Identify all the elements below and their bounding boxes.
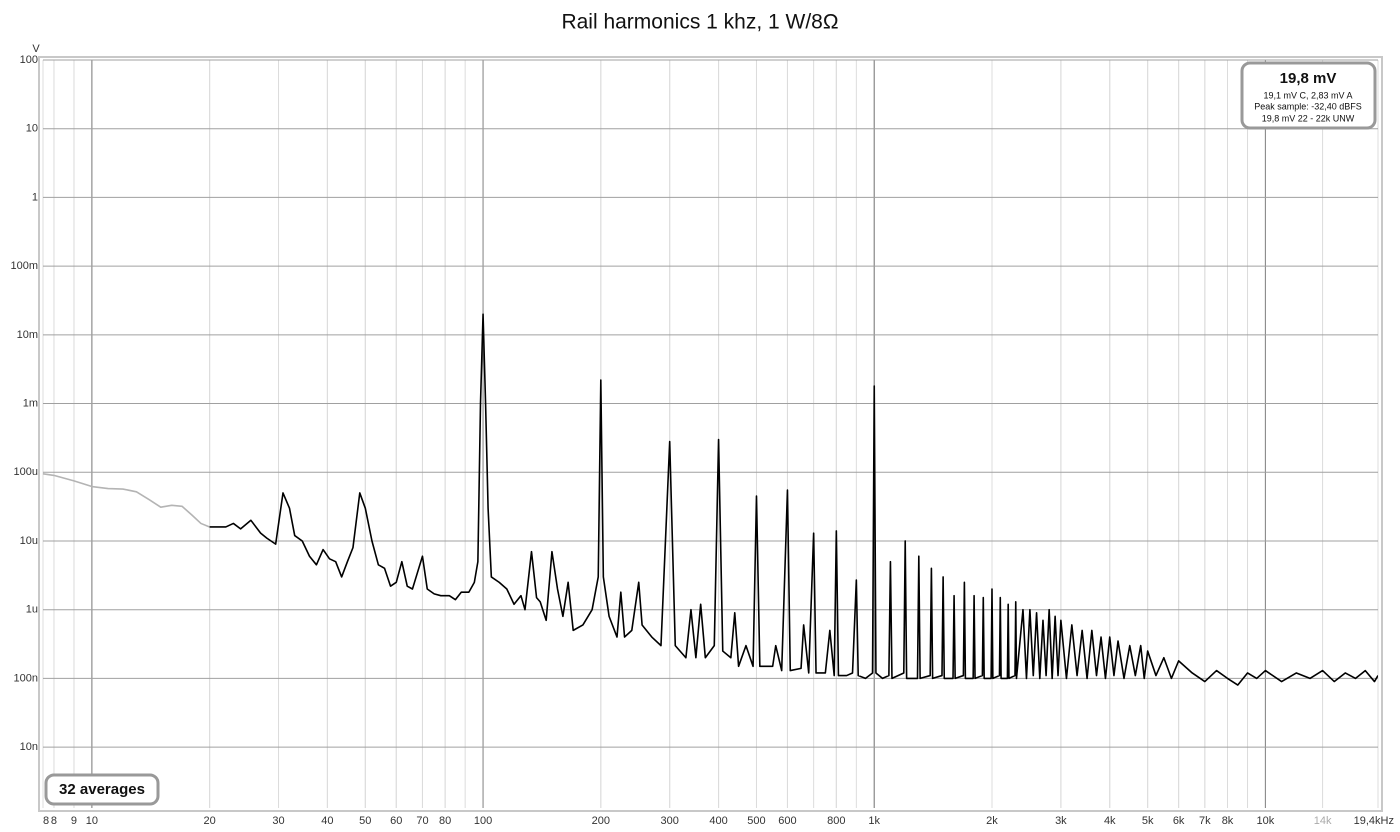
x-tick-label: 10 [86, 815, 98, 827]
y-tick-label: 1u [26, 604, 38, 616]
averages-frame [44, 773, 160, 806]
info-headline: 19,8 mV [1280, 70, 1337, 87]
y-tick-label: 1m [23, 397, 38, 409]
x-tick-label: 20 [204, 815, 216, 827]
info-line: Peak sample: -32,40 dBFS [1254, 101, 1362, 111]
y-tick-label: 1 [32, 191, 38, 203]
traces [43, 313, 1378, 686]
info-frame [1240, 61, 1377, 130]
y-tick-label: 100 [20, 54, 38, 66]
x-tick-label: 30 [272, 815, 284, 827]
y-tick-label: 100m [10, 260, 38, 272]
y-unit: V [32, 43, 40, 55]
y-tick-label: 10m [17, 329, 38, 341]
x-tick-label: 70 [416, 815, 428, 827]
y-tick-label: 10 [26, 123, 38, 135]
x-tick-label: 5k [1142, 815, 1154, 827]
x-tick-label: 800 [827, 815, 845, 827]
y-tick-label: 10u [20, 535, 38, 547]
x-tick-label: 8 [43, 815, 49, 827]
grid [42, 59, 1379, 808]
averages-label: 32 averages [59, 781, 145, 798]
x-tick-label: 400 [709, 815, 727, 827]
x-tick-label: 7k [1199, 815, 1211, 827]
spectrum-trace [43, 473, 210, 528]
x-tick-label: 3k [1055, 815, 1067, 827]
y-tick-label: 100u [14, 466, 38, 478]
spectrum-trace [209, 313, 1378, 686]
x-tick-label: 100 [474, 815, 492, 827]
x-tick-label: 1k [868, 815, 880, 827]
averages-box: 32 averages [44, 773, 160, 806]
x-tick-label: 40 [321, 815, 333, 827]
info-line: 19,1 mV C, 2,83 mV A [1263, 90, 1352, 100]
labels: 8 8 9 10 20 30 40 50 60 70 80 100 200 300 400 500 600 800… [10, 54, 1394, 827]
x-tick-label: 50 [359, 815, 371, 827]
info-line: 19,8 mV 22 - 22k UNW [1262, 113, 1355, 123]
x-tick-label: 19,4kHz [1354, 815, 1394, 827]
x-tick-label: 600 [778, 815, 796, 827]
info-box: 19,8 mV 19,1 mV C, 2,83 mV A Peak sample… [1240, 61, 1377, 130]
x-tick-label: 8k [1222, 815, 1234, 827]
x-tick-label: 10k [1257, 815, 1275, 827]
x-tick-label: 500 [747, 815, 765, 827]
y-tick-label: 10n [20, 741, 38, 753]
x-tick-label: 200 [592, 815, 610, 827]
chart-title: Rail harmonics 1 khz, 1 W/8Ω [561, 11, 838, 34]
x-tick-label: 60 [390, 815, 402, 827]
x-tick-label: 300 [661, 815, 679, 827]
plot-frame [38, 56, 1383, 812]
x-tick-label: 2k [986, 815, 998, 827]
y-tick-label: 100n [14, 672, 38, 684]
x-tick-label: 14k [1314, 815, 1332, 827]
x-tick-label: 4k [1104, 815, 1116, 827]
x-tick-label: 9 [71, 815, 77, 827]
x-tick-label: 6k [1173, 815, 1185, 827]
x-tick-label: 8 [51, 815, 57, 827]
x-tick-label: 80 [439, 815, 451, 827]
